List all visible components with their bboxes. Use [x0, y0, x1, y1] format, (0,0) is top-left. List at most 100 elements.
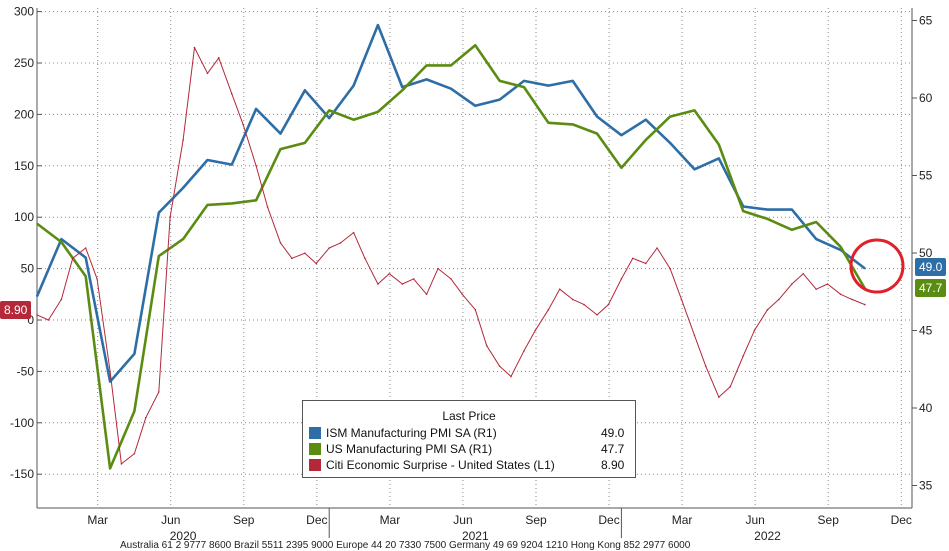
series-point	[364, 257, 366, 260]
series-point	[583, 303, 585, 306]
series-point	[425, 293, 428, 296]
x-month-label: Sep	[525, 513, 547, 527]
series-point	[60, 298, 63, 301]
x-month-label: Jun	[745, 513, 764, 527]
legend-entry-ism: ISM Manufacturing PMI SA (R1) 49.0	[303, 425, 635, 441]
series-point	[620, 134, 623, 136]
series-point	[474, 308, 477, 311]
series-point	[839, 293, 842, 296]
series-point	[328, 247, 331, 249]
series-point	[474, 44, 477, 47]
series-point	[255, 199, 257, 202]
series-point	[231, 93, 233, 95]
series-point	[84, 256, 87, 259]
series-point	[315, 262, 318, 265]
series-point	[644, 139, 647, 141]
series-point	[753, 329, 756, 332]
ism-last-price-tag: 49.0	[915, 258, 947, 276]
series-point	[157, 255, 160, 257]
series-point	[693, 334, 696, 337]
legend-entry-us-pmi: US Manufacturing PMI SA (R1) 47.7	[303, 441, 635, 457]
legend-title: Last Price	[442, 409, 496, 423]
series-point	[231, 163, 233, 166]
series-point	[206, 159, 209, 161]
x-month-label: Jun	[161, 513, 180, 527]
series-point	[60, 238, 63, 240]
series-point	[558, 288, 561, 290]
series-point	[450, 64, 452, 67]
left-tick-label: 250	[14, 56, 34, 70]
series-point	[791, 283, 793, 285]
series-point	[231, 202, 233, 205]
series-point	[144, 416, 147, 419]
series-point	[157, 211, 160, 214]
series-point	[791, 208, 793, 211]
series-point	[571, 80, 574, 82]
series-point	[523, 80, 525, 82]
series-point	[534, 329, 537, 332]
footer-contacts: Australia 61 2 9777 8600 Brazil 5511 239…	[120, 540, 691, 551]
series-point	[474, 104, 477, 107]
series-point	[571, 298, 574, 301]
x-month-label: Mar	[380, 513, 401, 527]
series-point	[631, 257, 634, 260]
series-point	[815, 238, 817, 240]
series-point	[851, 298, 853, 301]
x-month-label: Dec	[598, 513, 619, 527]
series-point	[47, 319, 50, 321]
series-point	[644, 118, 647, 121]
series-point	[182, 187, 184, 189]
series-point	[193, 46, 196, 49]
axes	[36, 8, 917, 538]
left-tick-label: 300	[14, 5, 34, 19]
series-point	[328, 117, 331, 119]
left-tick-label: 0	[27, 313, 34, 327]
legend-swatch	[309, 459, 321, 471]
series-point	[352, 84, 355, 87]
series-point	[182, 139, 184, 141]
series-point	[377, 283, 379, 285]
series-point	[742, 355, 744, 357]
series-point	[437, 267, 439, 270]
series-layer	[35, 23, 867, 470]
series-point	[742, 210, 744, 212]
series-point	[498, 80, 501, 82]
series-point	[620, 278, 623, 280]
series-point	[718, 157, 720, 160]
left-tick-label: 100	[14, 210, 34, 224]
series-point	[571, 123, 574, 126]
x-year-label: 2022	[754, 529, 781, 543]
series-point	[596, 132, 598, 135]
series-point	[596, 115, 598, 118]
legend-label: US Manufacturing PMI SA (R1)	[326, 442, 493, 456]
series-point	[36, 295, 38, 298]
series-point	[169, 216, 171, 218]
series-point	[815, 221, 817, 223]
series-point	[388, 272, 391, 275]
x-month-label: Dec	[306, 513, 327, 527]
y-axis-labels: -150 -100 -50 0 50 100 150 200 250 300 35 40 45 50 55 6…	[10, 5, 933, 493]
right-tick-label: 65	[919, 14, 933, 28]
x-month-label: Sep	[233, 513, 255, 527]
right-tick-label: 60	[919, 91, 933, 105]
series-point	[352, 231, 355, 234]
series-point	[71, 257, 74, 260]
series-point	[279, 132, 282, 135]
left-tick-label: -50	[17, 364, 35, 378]
legend-value: 8.90	[601, 458, 625, 472]
series-point	[84, 275, 87, 278]
series-point	[206, 204, 209, 206]
series-point	[705, 365, 707, 368]
right-tick-label: 50	[919, 246, 933, 260]
series-point	[36, 314, 38, 316]
series-point	[401, 89, 404, 92]
series-point	[377, 111, 379, 113]
series-point	[669, 267, 671, 270]
series-point	[547, 84, 550, 87]
citi-last-price-tag: 8.90	[0, 301, 32, 319]
right-tick-label: 35	[919, 479, 933, 493]
x-axis-labels: Mar Jun Sep Dec Mar Jun Sep Dec Mar Jun Sep Dec 2020…	[87, 513, 912, 543]
x-month-label: Dec	[891, 513, 912, 527]
series-point	[218, 57, 220, 59]
series-point	[718, 143, 720, 146]
